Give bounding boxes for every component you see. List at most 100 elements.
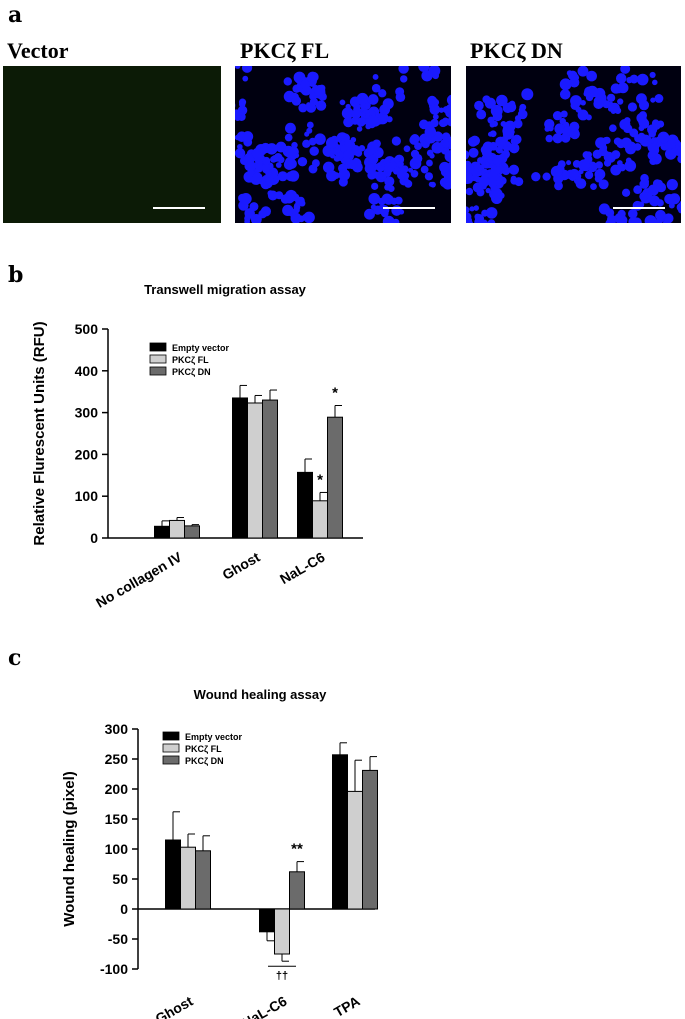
cell-nucleus — [595, 161, 604, 169]
cell-nucleus — [284, 133, 293, 142]
cell-nucleus — [277, 156, 285, 164]
cell-nucleus — [627, 102, 638, 112]
bar — [169, 519, 185, 539]
cell-nucleus — [552, 111, 563, 121]
cell-nucleus — [329, 153, 336, 159]
panel-b-letter: b — [8, 262, 24, 288]
cell-nucleus — [250, 213, 262, 223]
significance-marker: * — [317, 471, 323, 488]
bar — [289, 871, 305, 910]
y-tick-label: 100 — [75, 488, 99, 504]
cell-nucleus — [372, 74, 379, 80]
chart-title: Transwell migration assay — [144, 282, 307, 297]
cell-nucleus — [343, 116, 354, 128]
cell-nucleus — [302, 139, 311, 148]
cell-nucleus — [639, 191, 649, 201]
significance-marker: * — [332, 384, 338, 401]
y-tick-label: 0 — [120, 901, 128, 917]
cell-nucleus — [450, 102, 451, 107]
cell-nucleus — [505, 101, 517, 113]
cell-nucleus — [314, 133, 326, 145]
cell-nucleus — [333, 155, 341, 162]
cell-nucleus — [420, 165, 429, 174]
cell-nucleus — [482, 95, 491, 104]
cell-nucleus — [285, 171, 296, 182]
cell-nucleus — [277, 171, 288, 182]
cell-nucleus — [368, 115, 379, 126]
cell-nucleus — [591, 164, 597, 170]
cell-nucleus — [593, 96, 603, 106]
cell-nucleus — [603, 159, 612, 167]
cell-nucleus — [472, 182, 483, 193]
cell-nucleus — [651, 119, 660, 127]
cell-nucleus — [569, 121, 580, 132]
cell-nucleus — [271, 154, 279, 163]
cell-nucleus — [391, 205, 402, 216]
cell-nucleus — [621, 137, 632, 149]
legend-swatch — [162, 743, 180, 753]
significance-marker: †† — [276, 970, 288, 982]
cell-nucleus — [235, 109, 242, 120]
micrograph-vector — [3, 66, 221, 223]
cell-nucleus — [381, 193, 393, 205]
cell-nucleus — [554, 181, 563, 191]
cell-nucleus — [514, 115, 522, 122]
micrograph-vector-image — [3, 66, 221, 223]
cell-nucleus — [542, 172, 551, 181]
cell-nucleus — [235, 134, 241, 141]
cell-nucleus — [560, 132, 571, 143]
bar — [259, 908, 275, 933]
cell-nucleus — [676, 202, 681, 212]
cell-nucleus — [391, 136, 401, 146]
bar — [165, 839, 181, 910]
cell-nucleus — [578, 169, 584, 175]
cell-nucleus — [439, 177, 450, 188]
legend-label: PKCζ DN — [185, 756, 224, 766]
cell-nucleus — [626, 77, 633, 84]
cell-nucleus — [430, 118, 439, 128]
cell-nucleus — [368, 192, 381, 205]
cell-nucleus — [297, 215, 305, 223]
bar — [362, 769, 378, 910]
bar — [347, 790, 363, 910]
cell-nucleus — [469, 135, 480, 146]
cell-nucleus — [662, 220, 669, 223]
bar — [154, 525, 170, 539]
cell-nucleus — [585, 151, 592, 158]
cell-nucleus — [487, 178, 498, 188]
cell-nucleus — [427, 95, 437, 106]
cell-nucleus — [404, 179, 413, 188]
cell-nucleus — [585, 114, 592, 121]
transwell-migration-chart: Transwell migration assay 0 100 200 300 400 50… — [31, 282, 363, 611]
cell-nucleus — [559, 89, 571, 100]
cell-nucleus — [429, 104, 441, 115]
cell-nucleus — [283, 192, 295, 204]
panel-a-letter: a — [8, 2, 23, 28]
cell-nucleus — [577, 109, 589, 121]
cell-nucleus — [550, 165, 563, 178]
cell-nucleus — [598, 171, 605, 178]
cell-nucleus — [638, 135, 646, 144]
cell-nucleus — [664, 193, 675, 205]
cell-nucleus — [566, 70, 573, 76]
x-category-label: Ghost — [152, 993, 195, 1019]
cell-nucleus — [584, 170, 594, 180]
cell-nucleus — [613, 137, 622, 146]
cell-nucleus — [252, 172, 263, 183]
cell-nucleus — [619, 119, 631, 131]
cell-nucleus — [252, 147, 264, 160]
x-category-label: NaL-C6 — [277, 549, 328, 587]
cell-nucleus — [606, 93, 616, 103]
cell-nucleus — [298, 103, 308, 113]
cell-nucleus — [655, 95, 662, 103]
cell-nucleus — [628, 217, 638, 223]
cell-nucleus — [615, 73, 627, 84]
cell-nucleus — [418, 119, 429, 130]
cell-nucleus — [394, 196, 403, 205]
cell-nucleus — [621, 188, 631, 197]
micrograph-title-pkc-fl: PKCζ FL — [240, 38, 330, 63]
bar — [297, 471, 313, 539]
cell-nucleus — [421, 70, 433, 82]
cell-nucleus — [446, 94, 451, 106]
cell-nucleus — [652, 79, 658, 85]
